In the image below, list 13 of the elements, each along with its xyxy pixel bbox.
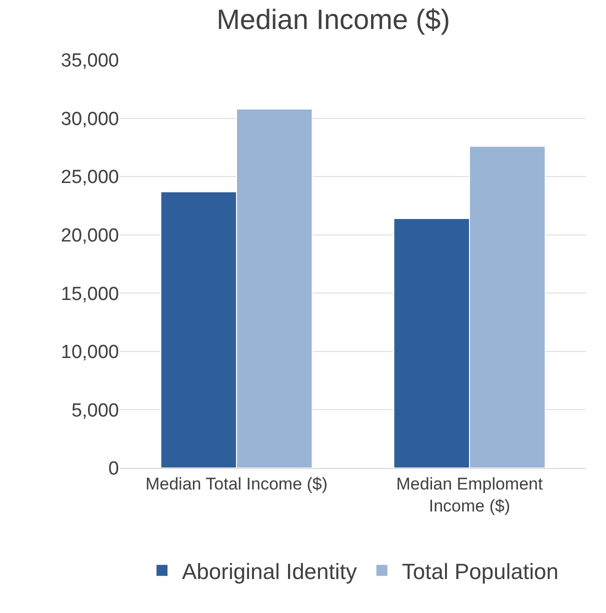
x-tick-label: Median Emploment Income ($) [396,474,543,516]
y-tick-label: 30,000 [60,108,119,130]
y-tick-label: 20,000 [60,226,119,247]
y-tick-label: 25,000 [60,167,119,188]
y-tick-label: 0 [108,458,119,480]
legend-label: Aboriginal Identity [182,558,357,584]
x-tick-label: Median Total Income ($) [145,474,328,494]
chart-title: Median Income ($) [216,4,450,35]
y-tick-label: 35,000 [60,50,119,72]
y-tick-label: 5,000 [71,400,119,422]
y-tick-label: 10,000 [60,342,119,364]
legend-label: Total Population [402,558,558,584]
y-tick-label: 15,000 [60,284,119,305]
